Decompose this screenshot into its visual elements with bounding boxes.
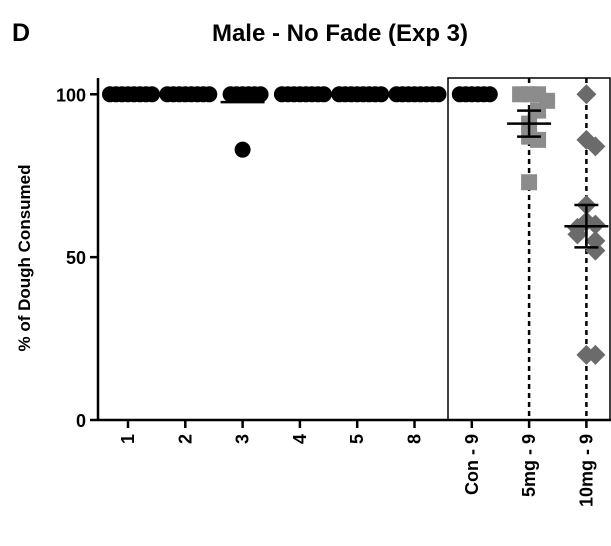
data-point: [585, 240, 606, 261]
data-point: [252, 86, 269, 103]
panel-label: D: [12, 19, 30, 47]
data-point: [159, 86, 176, 103]
data-point: [521, 174, 538, 191]
data-point: [234, 141, 251, 158]
y-tick-label: 50: [66, 248, 86, 268]
data-point: [222, 86, 239, 103]
data-point: [585, 344, 606, 365]
x-tick-label: 2: [175, 434, 195, 444]
data-point: [273, 86, 290, 103]
x-tick-label: Con - 9: [462, 434, 482, 495]
x-tick-label: 4: [290, 434, 310, 444]
x-tick-label: 8: [405, 434, 425, 444]
x-tick-label: 1: [118, 434, 138, 444]
data-point: [388, 86, 405, 103]
chart-title: Male - No Fade (Exp 3): [212, 20, 468, 47]
data-point: [373, 86, 390, 103]
data-point: [481, 86, 498, 103]
data-point: [201, 86, 218, 103]
x-tick-label: 10mg - 9: [576, 434, 596, 507]
x-tick-label: 5: [347, 434, 367, 444]
data-point: [567, 224, 588, 245]
data-point: [144, 86, 160, 103]
y-axis-label: % of Dough Consumed: [15, 165, 34, 352]
data-point: [315, 86, 332, 103]
y-tick-label: 100: [56, 85, 86, 105]
data-point: [530, 131, 547, 148]
data-point: [331, 86, 348, 103]
data-point: [585, 214, 606, 235]
data-point: [451, 86, 468, 103]
y-tick-label: 0: [76, 411, 86, 431]
data-point: [585, 136, 606, 157]
data-point: [102, 86, 118, 103]
data-point: [430, 86, 447, 103]
x-tick-label: 3: [233, 434, 253, 444]
x-tick-label: 5mg - 9: [519, 434, 539, 497]
data-point: [512, 86, 529, 103]
data-point: [576, 84, 597, 105]
